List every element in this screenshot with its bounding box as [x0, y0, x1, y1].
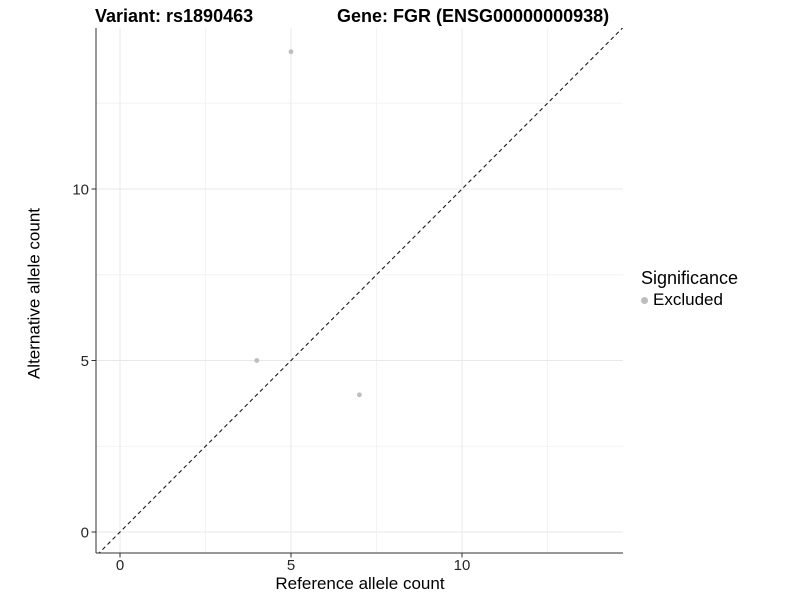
plot-title-gene: Gene: FGR (ENSG00000000938) — [337, 6, 610, 26]
legend-key-dot-icon — [641, 296, 648, 304]
legend-title: Significance — [641, 268, 739, 288]
identity-dashed-line — [98, 28, 623, 553]
data-point — [357, 392, 362, 398]
x-tick-label: 0 — [116, 557, 124, 574]
x-axis-title: Reference allele count — [275, 574, 445, 593]
x-tick-label: 10 — [454, 557, 471, 574]
data-point — [288, 49, 294, 55]
legend-item-label: Excluded — [653, 290, 723, 309]
y-tick-label: 10 — [72, 182, 89, 199]
plot-title-variant: Variant: rs1890463 — [95, 6, 254, 26]
y-axis-title: Alternative allele count — [24, 207, 44, 380]
legend: Significance Excluded — [641, 268, 738, 310]
legend-item-excluded: Excluded — [641, 290, 738, 310]
data-point — [254, 358, 260, 363]
y-tick-label: 5 — [81, 353, 89, 370]
y-tick-label: 0 — [81, 525, 89, 542]
x-tick-label: 5 — [287, 557, 295, 574]
